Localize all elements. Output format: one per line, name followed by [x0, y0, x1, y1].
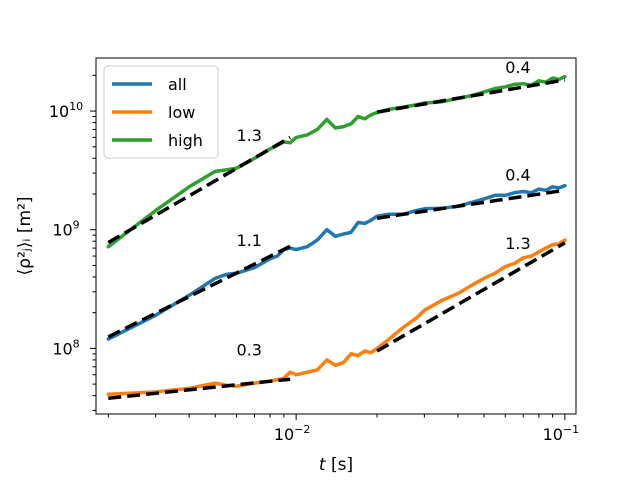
slope-annotation-2: 1.1: [237, 231, 262, 250]
slope-annotation-3: 0.3: [237, 341, 262, 360]
legend-label-all: all: [168, 75, 187, 94]
legend-item-high: high: [112, 131, 203, 150]
slope-annotation-1: 1.3: [237, 126, 262, 145]
fit-line-1: [107, 244, 291, 339]
plot-frame: [95, 57, 577, 415]
slope-annotation-6: 1.3: [505, 234, 530, 253]
slope-annotation-5: 0.4: [505, 165, 530, 184]
x-axis-label: t [s]: [319, 455, 353, 475]
x-axis-unit: [s]: [331, 455, 353, 475]
y-axis-label-text: ⟨ρ²ⱼ⟩ᵢ [m²]: [15, 197, 35, 276]
fit-line-3: [108, 377, 291, 401]
slope-annotation-4: 0.4: [505, 58, 530, 77]
series-line-all: [106, 183, 567, 341]
legend-label-high: high: [168, 131, 203, 150]
y-tick-label: 109: [52, 219, 79, 240]
legend-item-all: all: [112, 75, 187, 94]
fit-line-2: [376, 188, 566, 220]
legend-label-low: low: [168, 103, 195, 122]
y-tick-label: 1010: [49, 100, 83, 121]
fit-line-6: [376, 78, 566, 114]
x-tick-label: 10−2: [274, 423, 311, 444]
y-axis-label: ⟨ρ²ⱼ⟩ᵢ [m²]: [15, 197, 35, 276]
fit-line-4: [376, 241, 566, 353]
svg-text:t [s]: t [s]: [319, 455, 353, 475]
legend-frame: [103, 65, 219, 159]
legend: all low high: [103, 65, 219, 159]
fit-line-5: [107, 135, 292, 245]
y-tick-label: 108: [52, 337, 79, 358]
x-tick-label: 10−1: [543, 423, 580, 444]
x-axis-var: t: [319, 455, 327, 475]
legend-item-low: low: [112, 103, 195, 122]
